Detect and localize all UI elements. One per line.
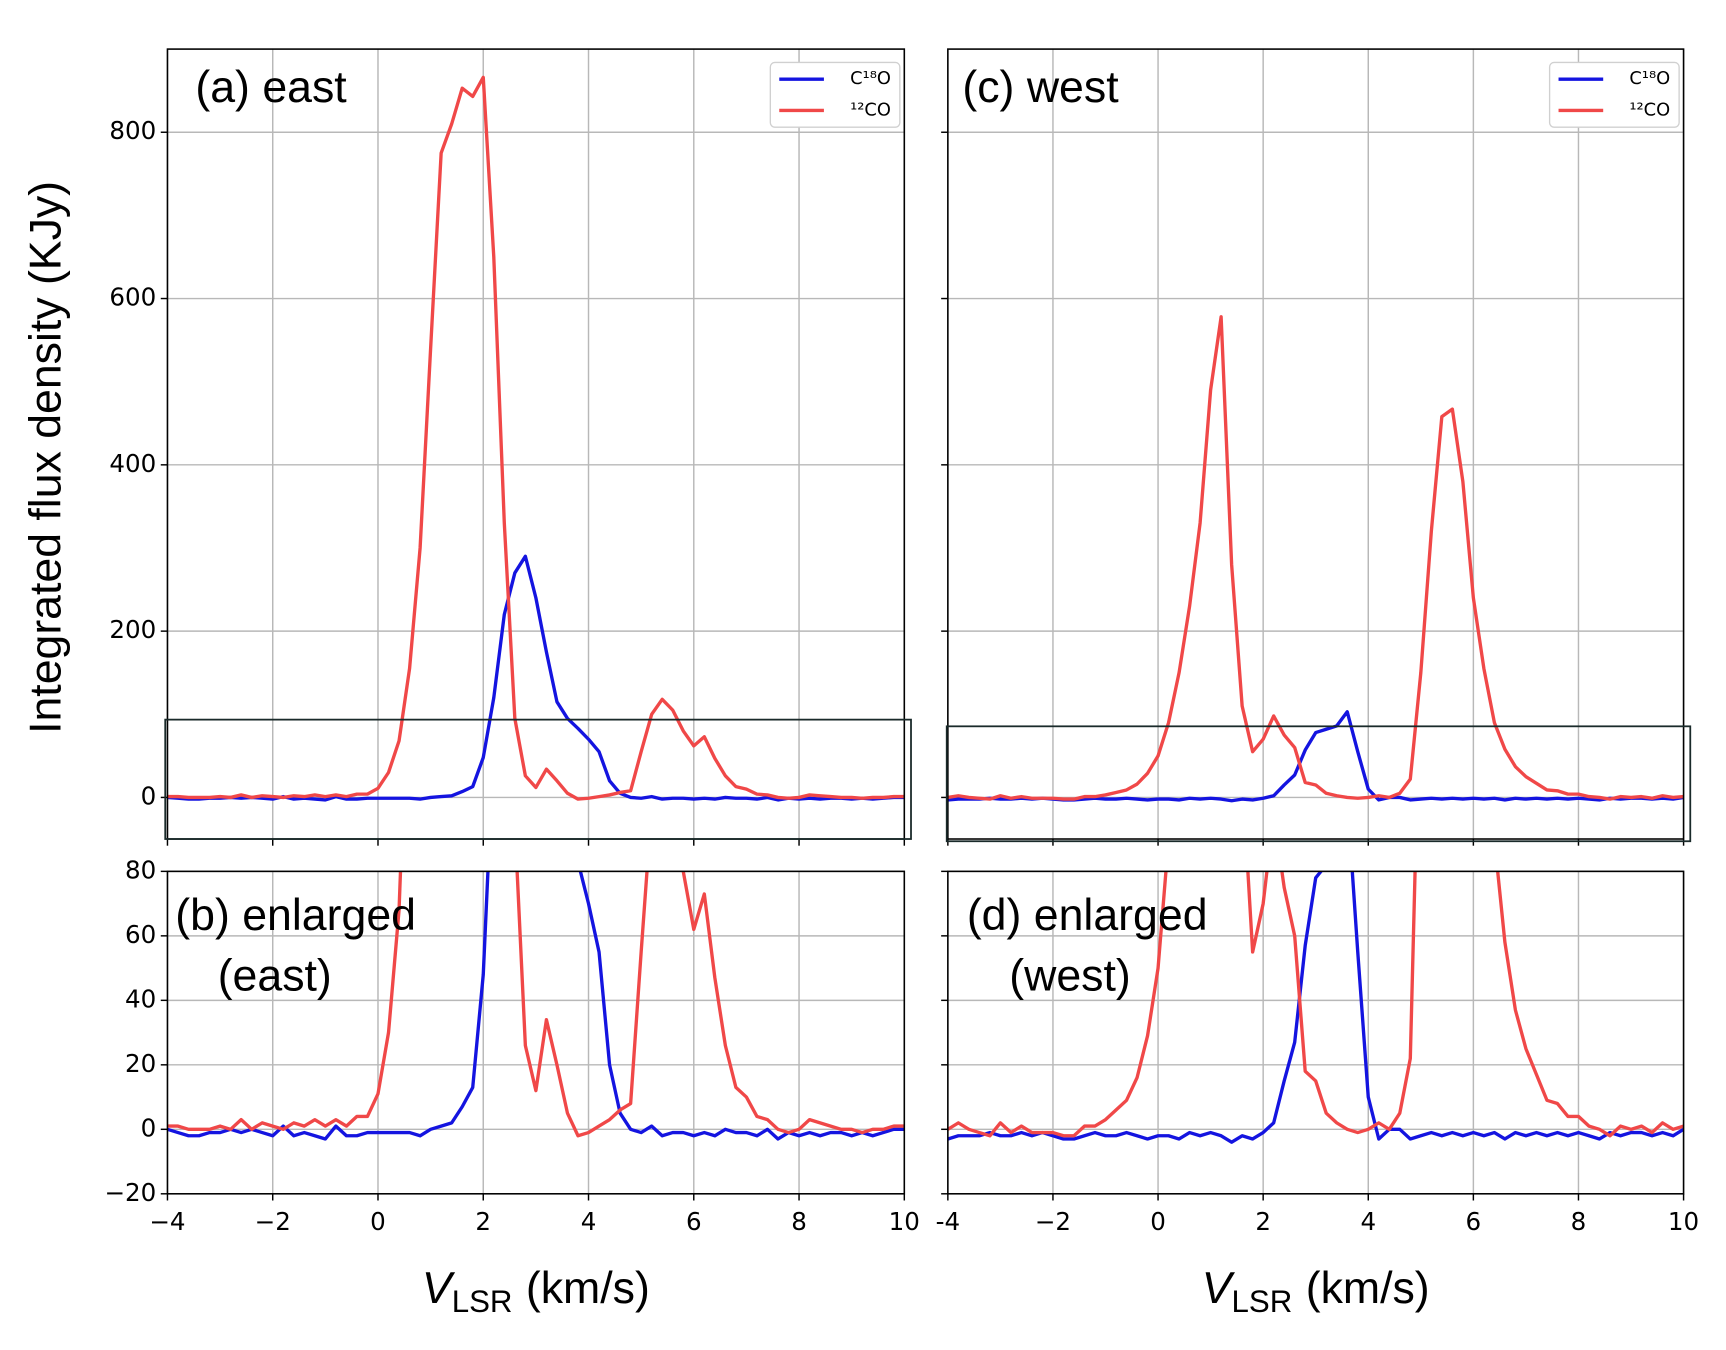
x-axis-label: VLSR (km/s) xyxy=(1202,1264,1430,1319)
x-tick-label: 0 xyxy=(370,1207,386,1236)
series-line xyxy=(947,710,1684,803)
panel-label: (d) enlarged xyxy=(967,891,1208,940)
panel-label: (east) xyxy=(218,951,332,1000)
x-tick-label: 0 xyxy=(1150,1207,1166,1236)
x-axis-unit: (km/s) xyxy=(1306,1264,1430,1313)
plot-frame xyxy=(166,48,906,840)
zoom-box xyxy=(164,718,912,840)
plot-frame xyxy=(166,870,906,1195)
x-axis-label: VLSR (km/s) xyxy=(422,1264,650,1319)
plot-frame xyxy=(947,870,1685,1195)
y-tick-label: 600 xyxy=(109,283,156,312)
y-tick-label: 800 xyxy=(109,116,156,145)
y-tick-label: −20 xyxy=(104,1178,156,1207)
legend-label: ¹²CO xyxy=(850,99,891,120)
y-tick-label: 80 xyxy=(125,855,156,884)
panel-label: (west) xyxy=(1009,951,1131,1000)
x-tick-label: 4 xyxy=(581,1207,597,1236)
panel-label: (a) east xyxy=(195,63,347,112)
x-axis-symbol: V xyxy=(1202,1264,1236,1313)
x-axis-subscript: LSR xyxy=(1232,1284,1293,1319)
series-line xyxy=(167,75,905,801)
x-tick-label: 2 xyxy=(1255,1207,1271,1236)
y-tick-label: 40 xyxy=(125,984,156,1013)
y-tick-label: 200 xyxy=(109,615,156,644)
series-line xyxy=(947,871,1684,1138)
x-axis-subscript: LSR xyxy=(452,1284,513,1319)
plot-frame xyxy=(947,48,1685,840)
panel-label: (c) west xyxy=(962,63,1119,112)
x-axis-unit: (km/s) xyxy=(526,1264,650,1313)
panel-label: (b) enlarged xyxy=(175,891,416,940)
series-group xyxy=(947,315,1684,803)
series-line xyxy=(947,315,1684,801)
legend-label: C¹⁸O xyxy=(1629,68,1670,89)
x-axis-symbol: V xyxy=(422,1264,456,1313)
y-tick-label: 0 xyxy=(141,781,157,810)
series-group xyxy=(947,871,1684,1144)
x-tick-label: 10 xyxy=(1668,1207,1699,1236)
x-tick-label: −2 xyxy=(1035,1207,1071,1236)
x-tick-label: 2 xyxy=(475,1207,491,1236)
y-axis-label: Integrated flux density (KJy) xyxy=(21,181,70,734)
series-line xyxy=(947,871,1684,1144)
x-tick-label: 4 xyxy=(1360,1207,1376,1236)
series-group xyxy=(167,871,905,1141)
legend-label: ¹²CO xyxy=(1629,99,1670,120)
legend-label: C¹⁸O xyxy=(850,68,891,89)
series-line xyxy=(167,871,905,1138)
y-tick-label: 400 xyxy=(109,449,156,478)
x-tick-label: −4 xyxy=(149,1207,185,1236)
y-tick-label: 0 xyxy=(141,1113,157,1142)
x-tick-label: 6 xyxy=(1466,1207,1482,1236)
series-line xyxy=(167,871,905,1141)
x-tick-label: 10 xyxy=(889,1207,920,1236)
x-tick-label: 8 xyxy=(791,1207,807,1236)
zoom-box xyxy=(945,725,1692,843)
x-tick-label: -4 xyxy=(936,1207,960,1236)
y-tick-label: 60 xyxy=(125,920,156,949)
x-tick-label: 8 xyxy=(1571,1207,1587,1236)
series-line xyxy=(167,554,905,802)
x-tick-label: −2 xyxy=(255,1207,291,1236)
series-group xyxy=(167,75,905,802)
y-tick-label: 20 xyxy=(125,1049,156,1078)
x-tick-label: 6 xyxy=(686,1207,702,1236)
